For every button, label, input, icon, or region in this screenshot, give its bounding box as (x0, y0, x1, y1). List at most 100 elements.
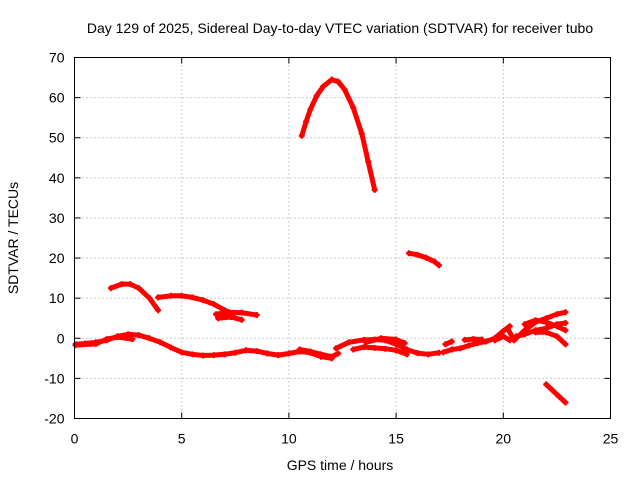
series-line (363, 335, 408, 346)
data-point-marker (167, 344, 174, 351)
data-point-marker (431, 258, 438, 265)
data-point-marker (146, 335, 153, 342)
data-point-marker (500, 328, 507, 335)
data-point-marker (393, 336, 400, 343)
y-tick-label: -10 (44, 370, 64, 386)
data-point-marker (335, 350, 342, 357)
data-point-marker (328, 353, 335, 360)
data-point-marker (556, 393, 563, 400)
data-point-marker (238, 316, 245, 323)
data-point-marker (318, 351, 325, 358)
data-point-marker (461, 336, 468, 343)
series-track-4 (155, 292, 237, 318)
x-axis-label: GPS time / hours (287, 457, 394, 473)
data-point-marker (155, 294, 162, 301)
data-point-marker (382, 345, 389, 352)
data-point-marker (307, 348, 314, 355)
data-point-marker (264, 350, 271, 357)
data-point-marker (285, 350, 292, 357)
data-point-marker (532, 317, 539, 324)
data-point-marker (210, 301, 217, 308)
y-tick-labels: -20 -10 0 10 20 30 40 50 60 70 (44, 50, 64, 427)
data-point-marker (135, 332, 142, 339)
series-track-21 (543, 381, 569, 406)
series-track-11 (363, 335, 408, 347)
data-point-marker (562, 320, 569, 327)
data-point-marker (513, 333, 520, 340)
data-point-marker (532, 329, 539, 336)
data-point-marker (440, 349, 447, 356)
data-point-marker (189, 294, 196, 301)
y-axis-label: SDTVAR / TECUs (5, 182, 21, 294)
x-tick-label: 5 (178, 431, 186, 447)
data-point-marker (232, 349, 239, 356)
data-point-marker (442, 341, 449, 348)
data-point-marker (303, 118, 310, 125)
series-track-10 (350, 344, 410, 358)
data-point-marker (414, 350, 421, 357)
x-tick-label: 10 (281, 431, 297, 447)
data-point-marker (358, 130, 365, 137)
x-tick-label: 20 (496, 431, 512, 447)
chart-title: Day 129 of 2025, Sidereal Day-to-day VTE… (87, 20, 594, 36)
data-point-marker (562, 327, 569, 334)
data-point-marker (350, 104, 357, 111)
x-tick-label: 15 (388, 431, 404, 447)
x-tick-labels: 0 5 10 15 20 25 (71, 431, 619, 447)
data-traces (72, 76, 569, 406)
data-point-marker (114, 334, 121, 341)
data-point-marker (549, 387, 556, 394)
data-point-marker (470, 336, 477, 343)
data-point-marker (296, 346, 303, 353)
data-point-marker (435, 262, 442, 269)
data-point-marker (298, 132, 305, 139)
series-line (543, 381, 568, 405)
data-point-marker (215, 315, 222, 322)
data-point-marker (371, 344, 378, 351)
data-point-marker (448, 346, 455, 353)
plot-frame (74, 57, 611, 419)
y-tick-label: 20 (49, 250, 65, 266)
data-point-marker (543, 319, 550, 326)
data-point-marker (425, 351, 432, 358)
data-point-marker (543, 381, 550, 388)
data-point-marker (363, 339, 370, 346)
y-tick-label: 50 (49, 130, 65, 146)
data-point-marker (448, 338, 455, 345)
y-tick-label: 10 (49, 290, 65, 306)
data-point-marker (167, 292, 174, 299)
series-track-14 (442, 338, 455, 348)
data-point-marker (328, 76, 335, 83)
series-track-15 (461, 336, 485, 343)
data-point-marker (365, 158, 372, 165)
data-point-marker (238, 309, 245, 316)
y-tick-label: 70 (49, 50, 65, 66)
data-point-marker (500, 333, 507, 340)
series-line (299, 77, 378, 193)
data-point-marker (483, 338, 490, 345)
axis-ticks (74, 57, 611, 419)
data-point-marker (221, 351, 228, 358)
data-point-marker (423, 254, 430, 261)
data-point-marker (213, 311, 220, 318)
y-tick-label: 40 (49, 170, 65, 186)
series-track-8 (296, 346, 342, 360)
data-point-marker (107, 285, 114, 292)
data-point-marker (155, 307, 162, 314)
data-point-marker (553, 311, 560, 318)
data-point-marker (562, 341, 569, 348)
data-point-marker (465, 342, 472, 349)
data-point-marker (189, 351, 196, 358)
data-point-marker (414, 251, 421, 258)
data-point-marker (504, 325, 511, 332)
data-point-marker (457, 345, 464, 352)
data-point-marker (511, 337, 518, 344)
data-point-marker (360, 344, 367, 351)
data-point-marker (307, 106, 314, 113)
data-point-marker (178, 292, 185, 299)
series-line (213, 309, 260, 318)
data-point-marker (562, 399, 569, 406)
data-point-marker (225, 309, 232, 316)
data-point-marker (313, 92, 320, 99)
data-point-marker (103, 336, 110, 343)
